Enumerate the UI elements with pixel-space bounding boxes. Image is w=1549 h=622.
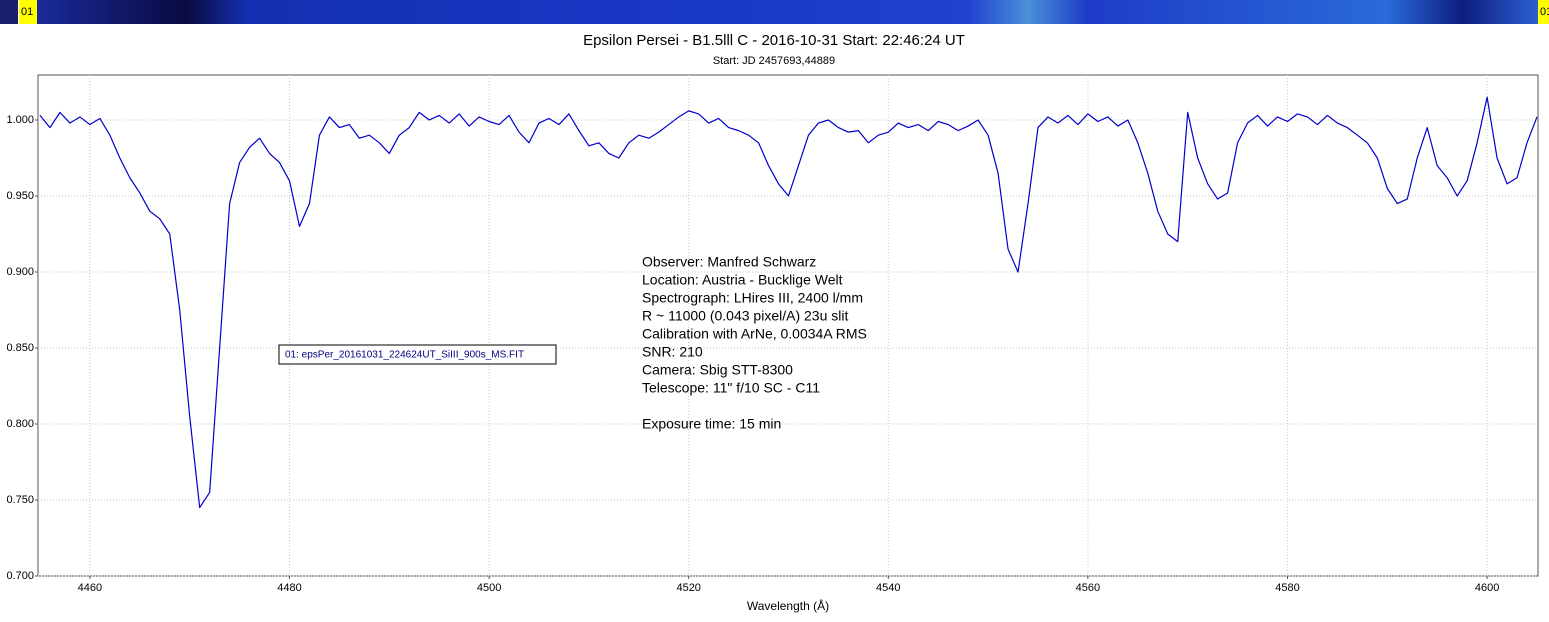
annotation: Observer: Manfred Schwarz xyxy=(642,254,816,270)
annotation: Calibration with ArNe, 0.0034A RMS xyxy=(642,326,867,342)
y-tick-label: 0.850 xyxy=(6,342,34,354)
x-tick-label: 4560 xyxy=(1076,582,1100,594)
y-tick-label: 0.950 xyxy=(6,190,34,202)
chart-subtitle: Start: JD 2457693,44889 xyxy=(713,55,835,67)
y-tick-label: 0.800 xyxy=(6,418,34,430)
annotation: Exposure time: 15 min xyxy=(642,416,781,432)
annotation: Camera: Sbig STT-8300 xyxy=(642,362,793,378)
x-tick-label: 4520 xyxy=(676,582,700,594)
annotation: Telescope: 11" f/10 SC - C11 xyxy=(642,380,820,396)
x-tick-label: 4540 xyxy=(876,582,900,594)
x-tick-label: 4500 xyxy=(477,582,501,594)
spectrum-line xyxy=(39,96,1538,509)
annotation: R ~ 11000 (0.043 pixel/A) 23u slit xyxy=(642,308,848,324)
x-tick-label: 4580 xyxy=(1275,582,1299,594)
x-tick-label: 4480 xyxy=(277,582,301,594)
chart-title: Epsilon Persei - B1.5lll C - 2016-10-31 … xyxy=(583,32,965,49)
y-tick-label: 0.750 xyxy=(6,494,34,506)
strip-left xyxy=(0,0,18,24)
x-tick-label: 4460 xyxy=(78,582,102,594)
x-tick-label: 4600 xyxy=(1475,582,1499,594)
strip-label: 01 xyxy=(1540,6,1549,18)
strip-label: 01 xyxy=(21,6,33,18)
strip-tag xyxy=(19,0,37,24)
y-tick-label: 0.700 xyxy=(6,570,34,582)
x-axis-label: Wavelength (Å) xyxy=(747,598,829,613)
spectrum-strip xyxy=(37,0,1538,24)
annotation: Spectrograph: LHires III, 2400 l/mm xyxy=(642,290,863,306)
y-tick-label: 0.900 xyxy=(6,266,34,278)
annotation: Location: Austria - Bucklige Welt xyxy=(642,272,843,288)
y-tick-label: 1.000 xyxy=(6,114,34,126)
strip-tag xyxy=(1538,0,1549,24)
legend-label: 01: epsPer_20161031_224624UT_SiIII_900s_… xyxy=(285,350,524,361)
annotation: SNR: 210 xyxy=(642,344,703,360)
legend-box xyxy=(278,344,557,365)
